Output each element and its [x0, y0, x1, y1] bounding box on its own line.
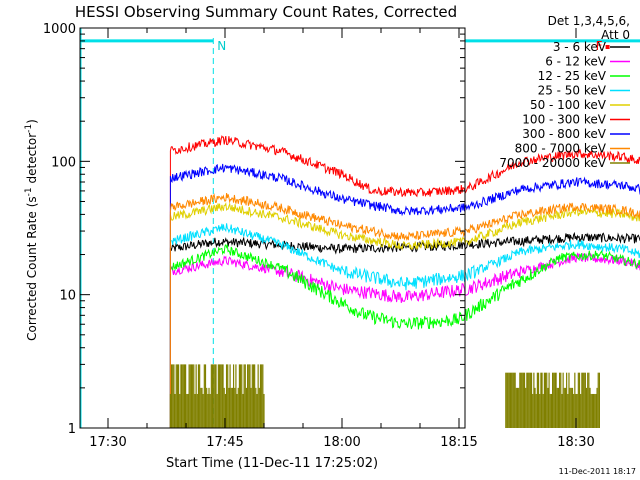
annotation-f: F: [596, 39, 603, 53]
legend-header: Det 1,3,4,5,6,: [548, 14, 630, 28]
y-axis-label-unit2: detector: [25, 133, 39, 188]
axes: 110100100017:3017:4518:0018:1518:3018:45…: [43, 22, 595, 450]
legend-label-8: 7000 - 20000 keV: [499, 156, 606, 170]
x-tick-label: 17:45: [206, 435, 243, 450]
x-tick-label: 18:30: [557, 435, 594, 450]
footer-date: 11-Dec-2011 18:17: [559, 467, 636, 476]
y-axis-label-close: ): [25, 119, 39, 124]
x-tick-label: 18:15: [440, 435, 477, 450]
flare-marker: [605, 45, 610, 49]
series-2-line: [169, 243, 640, 428]
y-axis-label-exp2: -1: [24, 124, 34, 133]
series-8-burst-1: [505, 372, 601, 428]
y-axis-label: Corrected Count Rate(s-1 detector-1): [24, 119, 39, 341]
y-axis-label-exp1: -1: [24, 187, 34, 196]
annotation-n: N: [217, 39, 226, 53]
x-tick-label: 18:00: [323, 435, 360, 450]
legend-label-3: 25 - 50 keV: [538, 84, 607, 98]
legend-label-5: 100 - 300 keV: [522, 113, 606, 127]
series-0-line: [169, 231, 640, 428]
y-tick-label: 1000: [43, 22, 76, 37]
y-tick-label: 100: [51, 155, 76, 170]
legend-label-6: 300 - 800 keV: [522, 127, 606, 141]
series-6-line: [169, 163, 640, 428]
legend-label-7: 800 - 7000 keV: [515, 142, 607, 156]
x-axis-label: Start Time (11-Dec-11 17:25:02): [166, 456, 378, 471]
y-tick-label: 10: [59, 289, 76, 304]
x-tick-label: 17:30: [89, 435, 126, 450]
plot-frame: [79, 27, 466, 429]
legend-label-1: 6 - 12 keV: [545, 55, 607, 69]
y-tick-label: 1: [68, 422, 76, 437]
legend-label-2: 12 - 25 keV: [538, 69, 607, 83]
y-axis-label-unit: (s: [25, 196, 39, 207]
chart-title: HESSI Observing Summary Count Rates, Cor…: [75, 3, 457, 21]
legend-label-0: 3 - 6 keV: [553, 40, 607, 54]
series-7-line: [169, 193, 640, 428]
legend-label-4: 50 - 100 keV: [530, 98, 607, 112]
legend-header: Att 0: [601, 28, 630, 42]
series-8-burst-0: [169, 364, 265, 428]
series-3-line: [169, 223, 640, 428]
y-axis-label-text: Corrected Count Rate: [25, 211, 39, 341]
series-5-line: [169, 135, 640, 428]
series-4-line: [169, 201, 640, 428]
